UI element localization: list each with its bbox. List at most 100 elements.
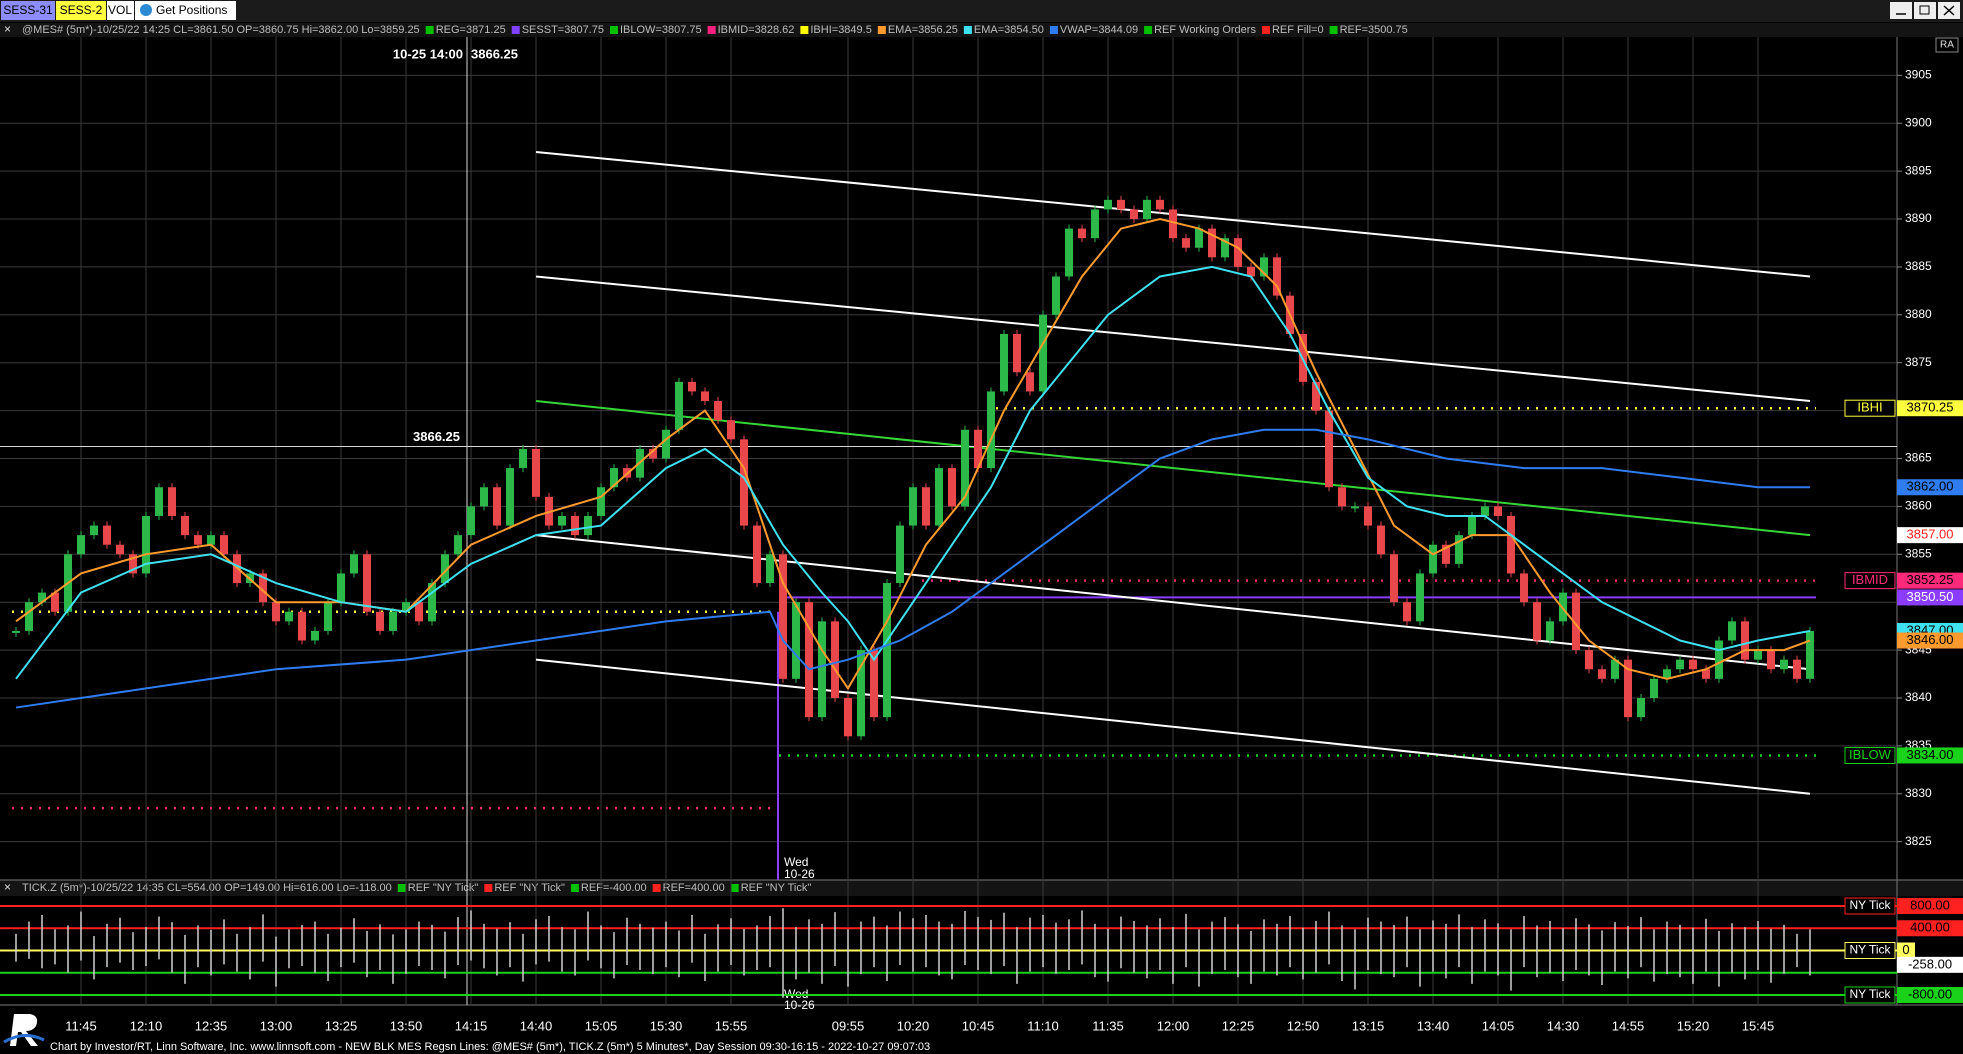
x-tick-label: 13:00 <box>260 1018 293 1033</box>
session-date: 10-26 <box>784 867 815 881</box>
legend-entry: SESST=3807.75 <box>522 24 604 36</box>
candle <box>1546 621 1554 641</box>
indicator-line <box>15 428 1810 709</box>
legend-entry: REF=3500.75 <box>1340 24 1408 36</box>
legend-swatch <box>425 26 434 34</box>
candle <box>389 611 397 631</box>
legend-swatch <box>800 26 809 34</box>
axis-marker-label: 3846.00 <box>1907 632 1954 647</box>
candle <box>90 525 98 536</box>
level-value-label: 3870.25 <box>1907 400 1954 415</box>
candle <box>1026 372 1034 392</box>
axis-marker-box <box>1897 527 1963 544</box>
legend-swatch <box>652 884 661 892</box>
candle <box>77 535 85 555</box>
x-tick-label: 13:40 <box>1417 1018 1450 1033</box>
logo <box>2 1008 46 1052</box>
candle <box>1013 333 1021 373</box>
level-name-box <box>1844 399 1896 417</box>
candle <box>1715 640 1723 679</box>
legend-swatch <box>511 26 520 34</box>
candle <box>779 554 787 679</box>
candle <box>1572 592 1580 651</box>
candle <box>1156 199 1164 210</box>
close-glyph <box>1943 5 1955 16</box>
legend-entry: REF "NY Tick" <box>494 882 565 894</box>
candle <box>1247 266 1255 277</box>
candle <box>1416 573 1424 622</box>
candle <box>1000 333 1008 392</box>
x-tick-label: 10:45 <box>962 1018 995 1033</box>
toolbar-button[interactable] <box>56 1 106 20</box>
x-tick-label: 12:25 <box>1222 1018 1255 1033</box>
candle <box>1676 659 1684 670</box>
chart-header-bar <box>0 23 1963 37</box>
candle <box>142 515 150 574</box>
candle <box>1312 381 1320 411</box>
toolbar-button[interactable] <box>107 1 134 20</box>
legend-entry: REF Working Orders <box>1154 24 1256 36</box>
candle <box>870 650 878 718</box>
legend-swatch <box>963 26 972 34</box>
tick-value-label: 800.00 <box>1910 897 1950 912</box>
y-tick-label: 3860 <box>1905 499 1932 513</box>
ra-button[interactable] <box>1935 37 1959 53</box>
tick-value-box <box>1897 956 1963 973</box>
x-tick-label: 11:45 <box>65 1018 97 1033</box>
candle <box>649 448 657 459</box>
restore-button[interactable] <box>1914 2 1936 19</box>
tick-value-label: 0 <box>1902 942 1909 957</box>
x-tick-label: 12:50 <box>1287 1018 1320 1033</box>
axis-marker-box <box>1897 479 1963 496</box>
candle <box>857 650 865 737</box>
candle <box>1182 238 1190 248</box>
x-tick-label: 11:35 <box>1092 1018 1124 1033</box>
toolbar-button[interactable] <box>1 1 55 20</box>
candle <box>220 535 228 555</box>
legend-swatch <box>730 884 739 892</box>
legend-entry: IBLOW=3807.75 <box>620 24 702 36</box>
candle <box>298 611 306 641</box>
candle <box>753 525 761 584</box>
level-name-label: IBLOW <box>1849 747 1892 762</box>
candle <box>1065 228 1073 277</box>
legend-entry: VWAP=3844.09 <box>1060 24 1138 36</box>
x-tick-label: 14:05 <box>1482 1018 1515 1033</box>
level-name-label: IBHI <box>1857 400 1882 415</box>
x-tick-label: 12:10 <box>130 1018 163 1033</box>
candle <box>1494 506 1502 516</box>
x-tick-label: 14:55 <box>1612 1018 1645 1033</box>
candle <box>155 487 163 516</box>
minimize-button[interactable] <box>1890 2 1912 19</box>
legend-swatch <box>1329 26 1338 34</box>
legend-swatch <box>1049 26 1058 34</box>
candle <box>1325 410 1333 488</box>
candle <box>1702 669 1710 679</box>
x-tick-label: 15:30 <box>650 1018 683 1033</box>
candle <box>1338 487 1346 507</box>
y-tick-label: 3840 <box>1905 690 1932 704</box>
candle <box>1143 199 1151 220</box>
candle <box>1377 525 1385 555</box>
toolbar-label: SESS-31 <box>3 3 53 17</box>
y-tick-label: 3905 <box>1905 67 1932 81</box>
x-tick-label: 12:35 <box>195 1018 228 1033</box>
candle <box>1130 209 1138 220</box>
candle <box>1637 697 1645 718</box>
candle <box>1767 650 1775 670</box>
candle <box>740 439 748 526</box>
candle <box>285 611 293 622</box>
candle <box>831 621 839 698</box>
candle <box>1169 209 1177 239</box>
tick-value-label: -258.00 <box>1908 956 1952 971</box>
candle <box>207 535 215 545</box>
regression-line <box>535 658 1811 795</box>
tick-value-label: -800.00 <box>1908 986 1952 1001</box>
candle <box>1585 650 1593 670</box>
candle <box>597 487 605 516</box>
legend-swatch <box>1144 26 1153 34</box>
toolbar-button[interactable] <box>135 1 236 20</box>
candle <box>935 468 943 526</box>
